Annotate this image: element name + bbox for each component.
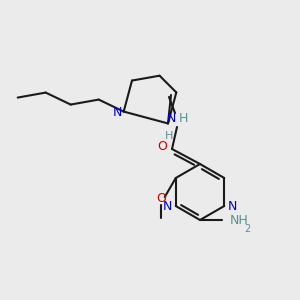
Text: O: O: [156, 193, 166, 206]
Text: N: N: [228, 200, 238, 212]
Text: H: H: [179, 112, 188, 124]
Text: N: N: [166, 112, 176, 124]
Text: H: H: [165, 131, 173, 141]
Text: N: N: [112, 106, 122, 119]
Text: N: N: [162, 200, 172, 212]
Text: O: O: [157, 140, 167, 154]
Text: NH: NH: [230, 214, 249, 226]
Text: 2: 2: [244, 224, 250, 234]
